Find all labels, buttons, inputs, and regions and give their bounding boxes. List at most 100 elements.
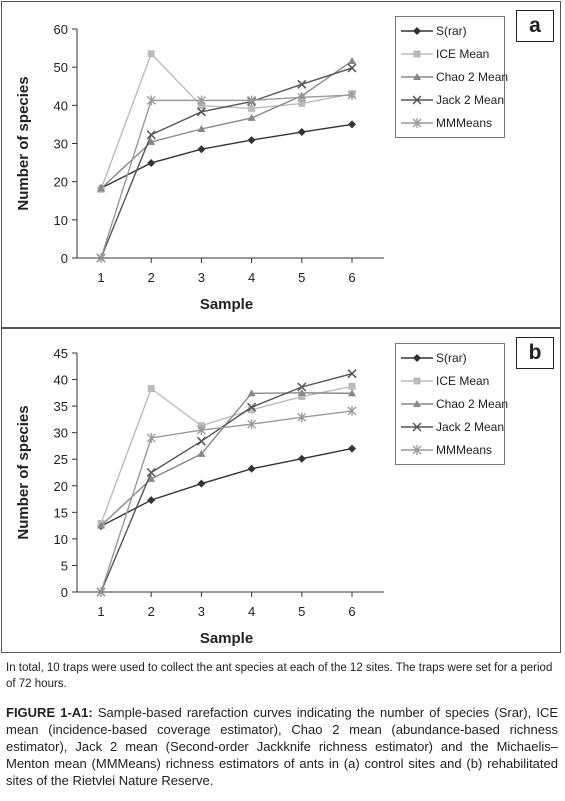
figure-note: In total, 10 traps were used to collect …	[6, 662, 553, 690]
y-axis-title: Number of species	[15, 405, 32, 539]
series-1	[97, 120, 356, 193]
data-point	[197, 145, 206, 154]
y-tick-label: 30	[54, 426, 68, 441]
caption-text: Sample-based rarefaction curves indicati…	[6, 705, 558, 788]
caption-label: FIGURE 1-A1:	[6, 705, 93, 720]
data-point	[147, 385, 155, 393]
legend-label: MMMeans	[436, 443, 493, 457]
data-point	[147, 496, 156, 505]
data-point	[297, 412, 307, 423]
x-tick-label: 2	[148, 604, 155, 619]
series-line	[100, 123, 353, 189]
y-tick-label: 0	[61, 585, 68, 600]
x-tick-label: 2	[148, 270, 155, 285]
chart-a-legend: S(rar) ICE Mean Chao 2 Mean Jack 2 Mean MMMe…	[395, 16, 509, 138]
chart-b-legend: S(rar) ICE Mean Chao 2 Mean Jack 2 Mean MMMe…	[395, 343, 508, 465]
y-tick-label: 5	[61, 558, 68, 573]
x-axis-title: Sample	[200, 630, 253, 647]
y-tick-label: 60	[54, 22, 68, 37]
series-5	[96, 405, 357, 597]
y-tick-label: 35	[54, 399, 68, 414]
legend-swatch	[401, 118, 433, 128]
data-point	[247, 402, 257, 412]
series-line	[100, 94, 353, 259]
legend-label: S(rar)	[436, 24, 467, 38]
x-tick-label: 3	[198, 604, 205, 619]
data-point	[247, 464, 256, 473]
y-tick-label: 0	[61, 251, 68, 266]
series-line	[100, 410, 353, 593]
y-tick-label: 45	[54, 346, 68, 361]
y-tick-label: 20	[54, 479, 68, 494]
y-tick-label: 25	[54, 452, 68, 467]
y-tick-label: 15	[54, 505, 68, 520]
data-point	[347, 369, 357, 379]
data-point	[298, 99, 306, 107]
data-point	[147, 137, 156, 145]
legend-marker	[412, 422, 422, 432]
x-tick-label: 3	[198, 270, 205, 285]
x-tick-label: 6	[348, 604, 355, 619]
legend-label: ICE Mean	[436, 47, 490, 61]
data-point	[197, 449, 206, 457]
data-point	[248, 406, 256, 414]
legend-label: MMMeans	[436, 116, 493, 130]
chart-panel-a: 0 10 20 30 40 50 60 1 2 3 4 5 6 Sample Number of speci…	[1, 1, 561, 328]
legend-marker	[412, 445, 422, 455]
chart-a-plot: 0 10 20 30 40 50 60 1 2 3 4 5 6 Sample Number of speci…	[15, 22, 384, 313]
legend-marker	[413, 50, 421, 58]
x-tick-label: 5	[298, 270, 305, 285]
legend-swatch	[401, 73, 433, 80]
legend-swatch	[401, 95, 433, 105]
data-point	[348, 57, 356, 65]
legend-label: Jack 2 Mean	[436, 93, 505, 107]
y-tick-label: 40	[54, 373, 68, 388]
data-point	[147, 158, 156, 167]
data-point	[347, 63, 357, 73]
legend-item: ICE Mean	[396, 44, 506, 64]
legend-marker	[413, 73, 421, 80]
x-tick-label: 5	[298, 604, 305, 619]
data-point	[247, 113, 256, 121]
data-point	[146, 467, 156, 478]
legend-item: Jack 2 Mean	[396, 90, 506, 110]
series-line	[100, 373, 353, 593]
legend-swatch	[401, 445, 433, 455]
data-point	[147, 474, 156, 482]
legend-label: ICE Mean	[436, 374, 490, 388]
data-point	[197, 124, 206, 132]
data-point	[347, 90, 357, 101]
data-point	[146, 432, 156, 443]
series-1	[97, 444, 356, 531]
x-tick-label: 1	[97, 604, 104, 619]
legend-swatch	[401, 377, 433, 385]
legend-marker	[413, 354, 421, 362]
x-tick-label: 1	[97, 270, 104, 285]
data-point	[97, 184, 105, 192]
figure-caption: FIGURE 1-A1: Sample-based rarefaction cu…	[6, 704, 558, 789]
legend-marker	[413, 27, 421, 35]
data-point	[247, 419, 257, 430]
legend-marker	[412, 118, 422, 128]
series-line	[100, 392, 353, 527]
data-point	[297, 128, 306, 137]
y-tick-label: 10	[54, 213, 68, 228]
chart-panel-b: 0 5 10 15 20 25 30 35 40 45 1 2 3 4 5 6 Sample Number of …	[1, 328, 561, 653]
series-line	[100, 60, 353, 190]
data-point	[348, 120, 356, 129]
legend-swatch	[401, 50, 433, 58]
data-point	[197, 479, 206, 488]
legend-item: S(rar)	[396, 348, 506, 368]
legend-label: Jack 2 Mean	[436, 420, 505, 434]
data-point	[247, 389, 256, 397]
data-point	[347, 405, 357, 416]
legend-item: S(rar)	[396, 21, 506, 41]
legend-label: Chao 2 Mean	[436, 70, 509, 84]
series-line	[100, 67, 353, 259]
legend-item: Jack 2 Mean	[396, 417, 506, 437]
data-point	[298, 393, 306, 401]
data-point	[96, 587, 106, 597]
data-point	[297, 92, 307, 103]
y-tick-label: 40	[54, 98, 68, 113]
